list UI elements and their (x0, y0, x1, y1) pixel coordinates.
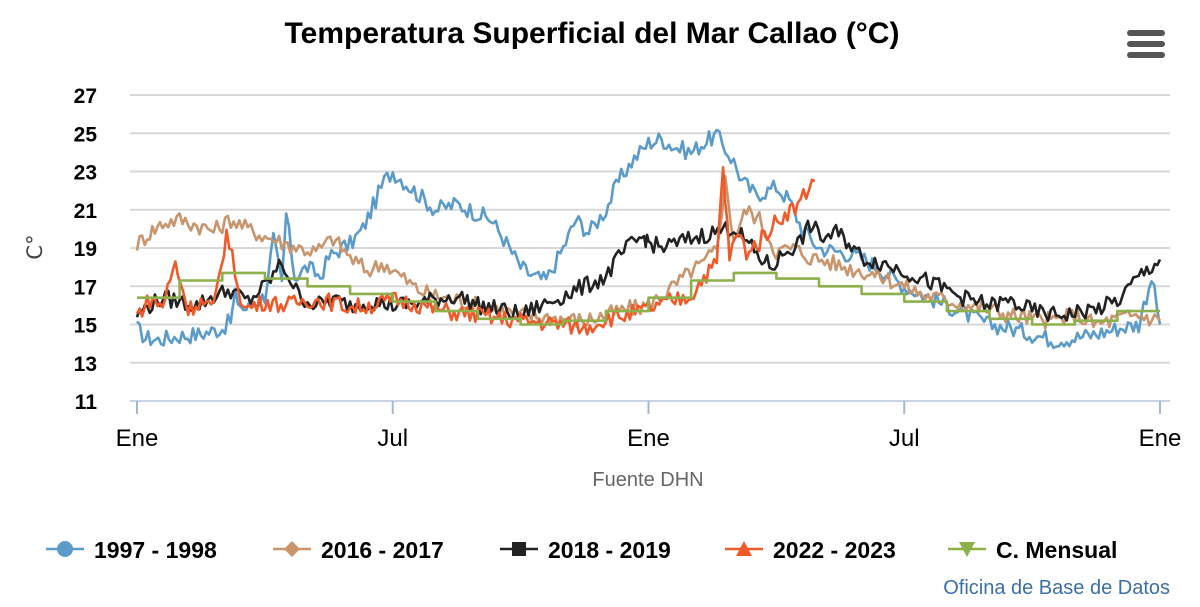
legend-marker-square (512, 542, 526, 556)
legend-marker-triangle-down (959, 542, 975, 557)
series-line-2 (135, 174, 1162, 330)
y-tick-label: 27 (74, 85, 97, 108)
legend-label: 2018 - 2019 (548, 537, 671, 563)
y-tick-label: 11 (75, 391, 98, 414)
x-axis: Ene Jul Ene Jul Ene (116, 400, 1182, 452)
x-axis-label: Fuente DHN (592, 469, 703, 491)
legend-item-4[interactable]: 2022 - 2023 (725, 537, 896, 563)
chart-title: Temperatura Superficial del Mar Callao (… (285, 17, 900, 50)
legend: 1997 - 1998 2016 - 2017 2018 - 2019 2022 - … (46, 537, 1117, 563)
y-tick-label: 25 (74, 123, 98, 146)
legend-label: 1997 - 1998 (94, 537, 217, 563)
legend-marker-triangle (736, 541, 752, 556)
legend-marker-circle (57, 541, 73, 557)
legend-label: C. Mensual (996, 537, 1117, 563)
legend-label: 2016 - 2017 (321, 537, 444, 563)
series-line-4 (135, 166, 816, 336)
y-tick-label: 19 (74, 238, 97, 261)
series-line-5 (137, 271, 1160, 326)
x-tick-label: Jul (377, 425, 408, 452)
x-tick-label: Ene (1139, 425, 1182, 452)
series-line-3 (135, 219, 1162, 322)
legend-item-5[interactable]: C. Mensual (948, 537, 1117, 563)
legend-item-2[interactable]: 2016 - 2017 (273, 537, 444, 563)
y-axis-label: C° (23, 234, 47, 259)
x-tick-label: Jul (889, 425, 920, 452)
y-tick-label: 15 (74, 315, 98, 338)
series-lines (135, 128, 1162, 350)
y-tick-label: 17 (74, 276, 97, 299)
y-tick-label: 23 (74, 162, 97, 185)
y-tick-label: 13 (74, 353, 97, 376)
legend-item-3[interactable]: 2018 - 2019 (500, 537, 671, 563)
x-tick-label: Ene (116, 425, 159, 452)
y-axis-ticks: 11 13 15 17 19 21 23 25 27 (74, 85, 98, 414)
legend-item-1[interactable]: 1997 - 1998 (46, 537, 217, 563)
legend-marker-diamond (284, 541, 300, 557)
hamburger-menu-icon[interactable] (1127, 30, 1165, 58)
legend-label: 2022 - 2023 (773, 537, 896, 563)
credit-text[interactable]: Oficina de Base de Datos (943, 577, 1170, 599)
y-tick-label: 21 (74, 200, 98, 223)
x-tick-label: Ene (627, 425, 670, 452)
